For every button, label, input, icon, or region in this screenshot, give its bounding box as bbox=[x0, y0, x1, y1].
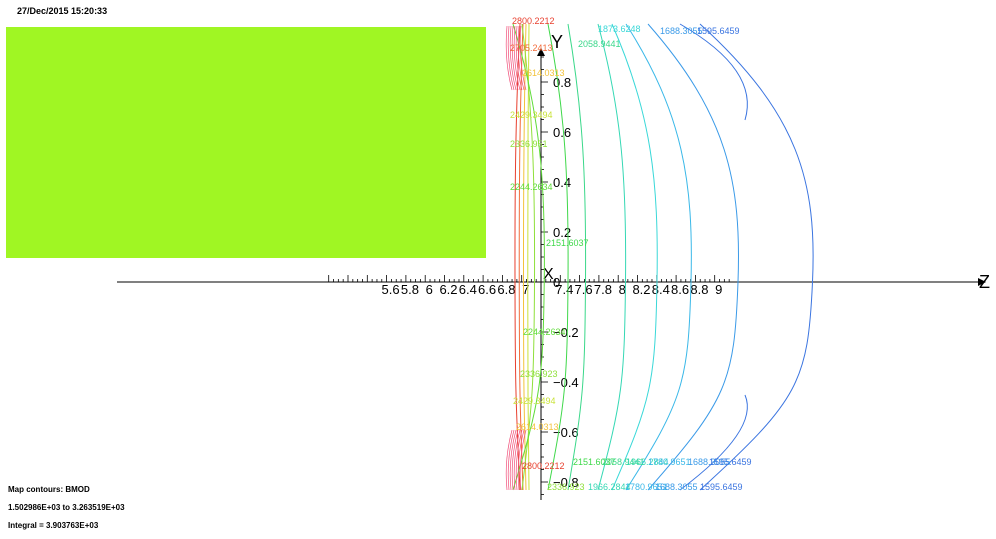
y-tick-label: −0.2 bbox=[553, 325, 579, 340]
contour-fan-bottom bbox=[515, 429, 523, 491]
contour-fan-bottom bbox=[519, 429, 527, 491]
contour-fan-bottom bbox=[509, 429, 517, 491]
contour-value-label: 1595.6459 bbox=[709, 457, 752, 467]
z-tick-label: 6.8 bbox=[497, 282, 515, 297]
z-tick-label: 8.8 bbox=[690, 282, 708, 297]
contour-value-label: 1688.3055 bbox=[688, 457, 731, 467]
y-tick-label: 0.2 bbox=[553, 225, 571, 240]
contour-value-label: 1780.9651 bbox=[648, 457, 691, 467]
z-tick-label: 5.6 bbox=[382, 282, 400, 297]
contour-value-label: 2429.3494 bbox=[510, 110, 553, 120]
footer-title: Map contours: BMOD bbox=[8, 485, 90, 494]
contour-fan-top bbox=[519, 25, 527, 91]
contour-line bbox=[699, 23, 814, 491]
contour-line bbox=[647, 23, 739, 491]
z-tick-label: 8 bbox=[619, 282, 626, 297]
contour-line bbox=[567, 23, 587, 491]
z-tick-label: 5.8 bbox=[401, 282, 419, 297]
y-tick-label: 0 bbox=[553, 275, 560, 290]
contour-value-label: 2614.0313 bbox=[522, 68, 565, 78]
z-tick-label: 8.6 bbox=[671, 282, 689, 297]
contour-value-label: 2614.0313 bbox=[516, 422, 559, 432]
z-tick-label: 7.4 bbox=[555, 282, 573, 297]
z-axis-label: Z bbox=[979, 272, 990, 292]
contour-line bbox=[514, 23, 521, 491]
z-tick-label: 8.2 bbox=[632, 282, 650, 297]
contour-line bbox=[527, 23, 530, 491]
z-tick-label: 6 bbox=[426, 282, 433, 297]
contour-fan-top bbox=[505, 25, 513, 91]
z-tick-label: 7.8 bbox=[594, 282, 612, 297]
y-axis-label: Y bbox=[551, 32, 563, 52]
z-tick-label: 6.4 bbox=[459, 282, 477, 297]
contour-line bbox=[521, 23, 536, 491]
contour-fan-bottom bbox=[505, 429, 513, 491]
contour-value-label: 1595.6459 bbox=[700, 482, 743, 492]
contour-value-label: 1688.3055 bbox=[660, 26, 703, 36]
z-tick-label: 9 bbox=[715, 282, 722, 297]
contour-line bbox=[625, 23, 692, 491]
z-tick-label: 6.6 bbox=[478, 282, 496, 297]
footer-range: 1.502986E+03 to 3.263519E+03 bbox=[8, 503, 125, 512]
footer-integral: Integral = 3.903763E+03 bbox=[8, 521, 99, 530]
y-tick-label: −0.4 bbox=[553, 375, 579, 390]
contour-value-label: 2058.9441 bbox=[578, 39, 621, 49]
contour-value-label: 1688.3055 bbox=[655, 482, 698, 492]
contour-value-label: 2058.9441 bbox=[602, 457, 645, 467]
contour-fan-top bbox=[513, 25, 521, 91]
contour-value-label: 2336.923 bbox=[520, 369, 558, 379]
contour-line bbox=[547, 23, 569, 491]
contour-fan-top bbox=[509, 25, 517, 91]
contour-value-label: 2244.2634 bbox=[510, 182, 553, 192]
contour-value-label: 2336.923 bbox=[547, 482, 585, 492]
y-tick-label: 0.4 bbox=[553, 175, 571, 190]
contour-line bbox=[518, 23, 524, 491]
contour-line bbox=[611, 23, 658, 491]
contour-value-label: 1595.6459 bbox=[697, 26, 740, 36]
contour-line bbox=[512, 23, 545, 491]
contour-outer-arc bbox=[679, 394, 748, 491]
contour-fan-bottom bbox=[507, 429, 515, 491]
contour-fan-top bbox=[507, 25, 515, 91]
contour-value-label: 2800.2212 bbox=[512, 16, 555, 26]
y-axis-arrow bbox=[537, 48, 545, 56]
contour-fan-bottom bbox=[513, 429, 521, 491]
contour-fan-bottom bbox=[511, 429, 519, 491]
contour-outer-arc bbox=[679, 23, 748, 121]
contour-fan-top bbox=[511, 25, 519, 91]
contour-value-label: 2800.2212 bbox=[522, 461, 565, 471]
contour-value-label: 1966.2844 bbox=[588, 482, 631, 492]
contour-line bbox=[522, 23, 527, 491]
contour-fan-bottom bbox=[517, 429, 525, 491]
y-tick-label: 0.6 bbox=[553, 125, 571, 140]
contour-value-label: 1873.6248 bbox=[598, 24, 641, 34]
contour-value-label: 1780.9651 bbox=[625, 482, 668, 492]
z-tick-label: 7 bbox=[522, 282, 529, 297]
origin-x-label: X bbox=[543, 266, 554, 283]
contour-value-label: 2705.2413 bbox=[510, 43, 553, 53]
green-region bbox=[6, 27, 486, 258]
timestamp: 27/Dec/2015 15:20:33 bbox=[17, 6, 108, 16]
contour-value-label: 2151.6037 bbox=[546, 238, 589, 248]
contour-line bbox=[597, 23, 627, 491]
contour-value-label: 1966.2844 bbox=[626, 457, 669, 467]
y-tick-label: −0.8 bbox=[553, 475, 579, 490]
contour-fan-top bbox=[517, 25, 525, 91]
contour-fan-top bbox=[515, 25, 523, 91]
z-tick-label: 8.4 bbox=[652, 282, 670, 297]
z-axis-arrow bbox=[978, 278, 986, 286]
z-tick-label: 6.2 bbox=[439, 282, 457, 297]
contour-value-label: 2151.6037 bbox=[573, 457, 616, 467]
z-tick-label: 7.6 bbox=[575, 282, 593, 297]
contour-value-label: 2336.951 bbox=[510, 139, 548, 149]
contour-value-label: 2244.2634 bbox=[523, 327, 566, 337]
contour-value-label: 2429.3494 bbox=[513, 396, 556, 406]
